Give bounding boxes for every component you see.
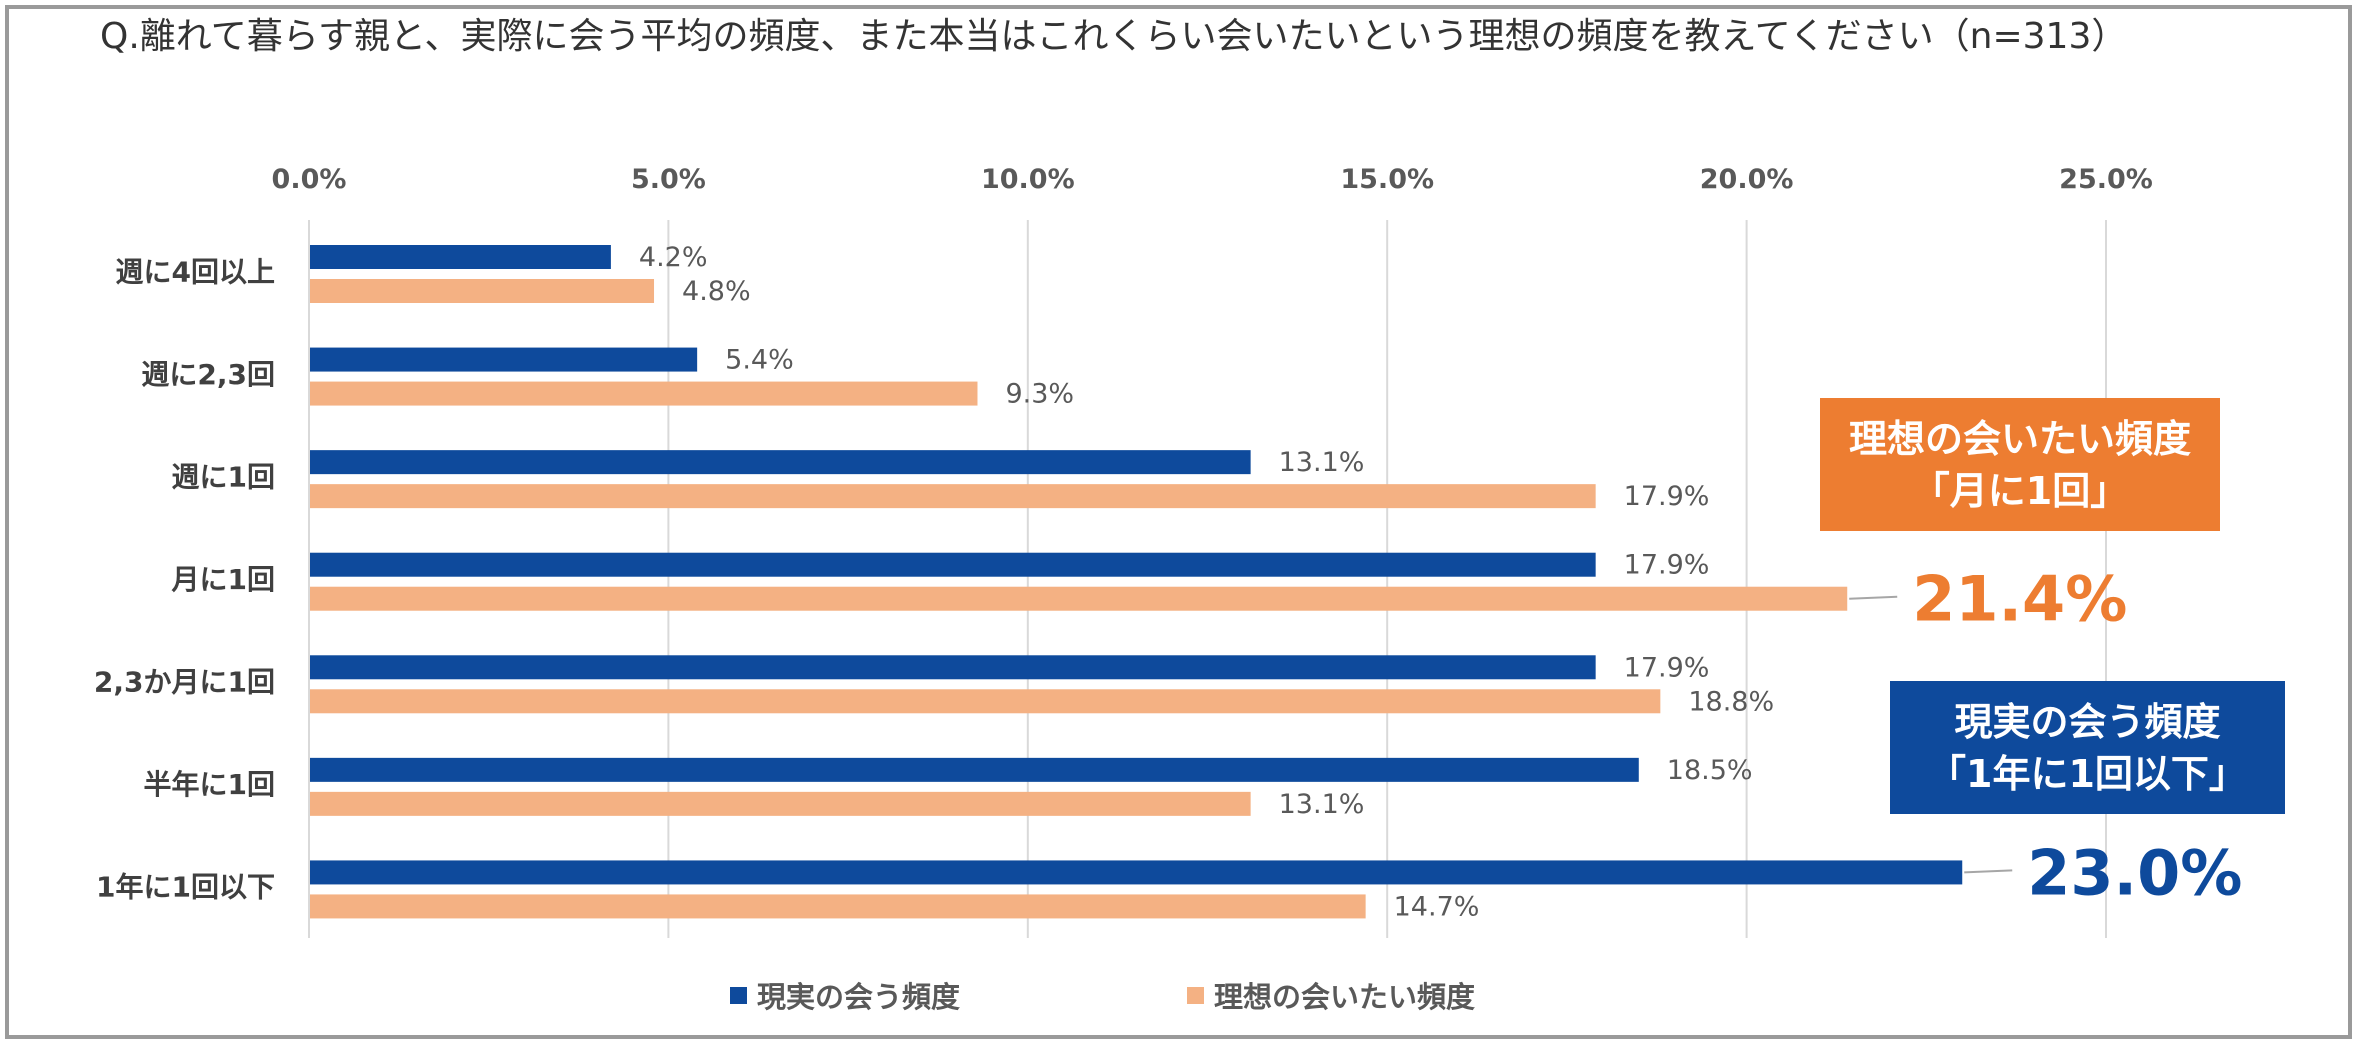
bar-actual (309, 552, 1596, 577)
data-label-ideal: 13.1% (1279, 789, 1365, 820)
legend-label-actual: 現実の会う頻度 (757, 980, 961, 1014)
bar-ideal (309, 791, 1251, 816)
legend-swatch-ideal (1187, 986, 1204, 1004)
bar-ideal (309, 689, 1661, 714)
x-tick-label: 20.0% (1700, 164, 1794, 195)
x-tick-label: 10.0% (981, 164, 1075, 195)
category-label: 週に1回 (172, 460, 275, 493)
data-label-actual: 17.9% (1624, 550, 1710, 581)
data-label-actual: 17.9% (1624, 652, 1710, 683)
leader-line (1964, 869, 2013, 874)
bar-ideal (309, 381, 978, 406)
category-label: 週に4回以上 (116, 255, 275, 288)
bar-actual (309, 450, 1251, 475)
data-label-actual: 13.1% (1279, 447, 1365, 478)
data-label-ideal: 18.8% (1688, 686, 1774, 717)
bar-ideal (309, 894, 1366, 919)
legend-item-actual: 現実の会う頻度 (730, 974, 960, 1016)
data-label-actual: 18.5% (1667, 755, 1753, 786)
bar-ideal (309, 484, 1596, 509)
emphasized-value-ideal: 21.4% (1912, 563, 2127, 636)
legend-item-ideal: 理想の会いたい頻度 (1187, 974, 1475, 1016)
leader-line (1849, 595, 1898, 600)
actual-callout-line1: 現実の会う頻度 (1954, 699, 2221, 744)
category-label: 月に1回 (171, 563, 275, 596)
ideal-callout-box: 理想の会いたい頻度 「月に1回」 (1820, 398, 2220, 531)
actual-callout-line2: 「1年に1回以下」 (1928, 751, 2247, 796)
bar-actual (309, 245, 611, 269)
category-label: 1年に1回以下 (96, 871, 275, 904)
category-label: 半年に1回 (144, 768, 275, 801)
chart-title: Q.離れて暮らす親と、実際に会う平均の頻度、また本当はこれくらい会いたいという理… (100, 16, 2128, 57)
data-label-actual: 5.4% (725, 345, 794, 376)
bar-actual (309, 757, 1639, 782)
bar-actual (309, 655, 1596, 680)
category-label: 週に2,3回 (141, 358, 275, 391)
actual-callout-box: 現実の会う頻度 「1年に1回以下」 (1890, 681, 2285, 814)
data-label-actual: 4.2% (639, 242, 708, 273)
x-tick-label: 0.0% (272, 164, 347, 195)
ideal-callout-line2: 「月に1回」 (1911, 468, 2129, 513)
ideal-callout-line1: 理想の会いたい頻度 (1848, 416, 2191, 461)
x-tick-label: 5.0% (631, 164, 706, 195)
legend-label-ideal: 理想の会いたい頻度 (1214, 980, 1476, 1014)
data-label-ideal: 17.9% (1624, 481, 1710, 512)
data-label-ideal: 9.3% (1005, 379, 1074, 410)
bar-ideal (309, 586, 1848, 611)
legend-swatch-actual (730, 986, 747, 1004)
data-label-ideal: 14.7% (1394, 891, 1480, 922)
category-label: 2,3か月に1回 (94, 666, 275, 699)
data-label-ideal: 4.8% (682, 276, 751, 307)
bar-actual (309, 860, 1963, 885)
emphasized-value-actual: 23.0% (2027, 836, 2242, 909)
x-tick-label: 15.0% (1340, 164, 1434, 195)
bar-actual (309, 347, 698, 372)
bar-ideal (309, 279, 655, 303)
x-tick-label: 25.0% (2059, 164, 2153, 195)
